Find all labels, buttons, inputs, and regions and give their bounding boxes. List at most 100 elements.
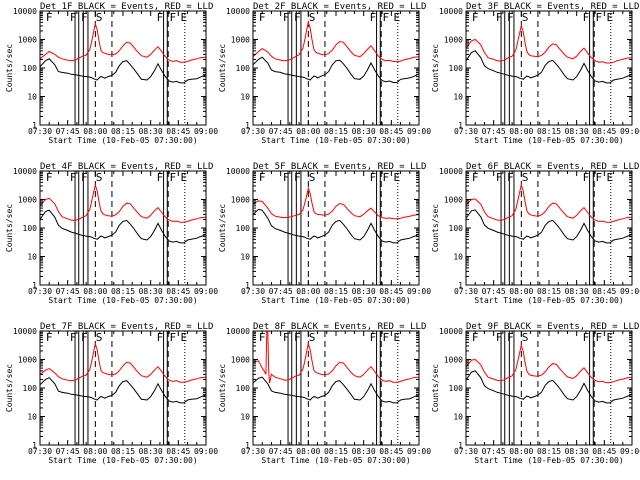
x-tick-label: 07:45 [269,287,293,296]
x-tick-label: 08:45 [592,447,616,456]
interval-label: F [472,331,479,344]
interval-label: E [181,171,188,184]
interval-label: F [169,11,176,24]
x-tick-label: 09:00 [194,447,218,456]
y-tick-label: 10 [453,413,463,422]
x-tick-label: 08:00 [296,287,320,296]
x-tick-label: 07:45 [482,287,506,296]
series-line-events [253,376,419,404]
interval-label: F [70,331,77,344]
interval-label: S [522,331,529,344]
y-tick-label: 100 [236,224,251,233]
x-tick-label: 08:00 [83,287,107,296]
interval-label: S [96,331,103,344]
interval-label: F [496,11,503,24]
y-tick-label: 1 [245,281,250,290]
y-tick-label: 1000 [18,356,37,365]
y-tick-label: 1000 [18,36,37,45]
interval-label: F [595,11,602,24]
interval-label: F [496,331,503,344]
x-tick-label: 08:00 [83,447,107,456]
chart-title: Det 4F BLACK = Events, RED = LLD [40,162,213,172]
series-line-events [40,58,206,84]
x-tick-label: 08:45 [166,287,190,296]
series-line-events [466,370,632,404]
y-tick-label: 1000 [231,36,250,45]
x-tick-label: 07:45 [482,127,506,136]
x-tick-label: 07:30 [28,287,52,296]
interval-label: S [96,171,103,184]
y-axis-label: Counts/sec [431,44,440,92]
x-tick-label: 08:00 [509,127,533,136]
y-axis-label: Counts/sec [218,44,227,92]
y-tick-label: 1000 [444,356,463,365]
y-tick-label: 10000 [439,7,463,16]
x-tick-label: 08:45 [592,287,616,296]
x-tick-label: 09:00 [407,287,431,296]
x-tick-label: 08:45 [166,127,190,136]
interval-label: F [595,171,602,184]
plot-frame [465,170,633,286]
x-axis-label: Start Time (10-Feb-05 07:30:00) [48,136,197,145]
y-tick-label: 100 [236,384,251,393]
series-line-lld [466,343,632,384]
interval-label: F [294,171,301,184]
y-tick-label: 10000 [13,327,37,336]
x-tick-label: 07:45 [56,447,80,456]
y-tick-label: 1000 [231,196,250,205]
plot-frame [465,330,633,446]
chart-title: Det 8F BLACK = Events, RED = LLD [253,322,426,332]
interval-label: F [507,331,514,344]
interval-label: E [181,11,188,24]
interval-label: F [70,11,77,24]
series-line-lld [40,22,206,63]
interval-label: F [583,171,590,184]
interval-label: F [259,331,266,344]
x-tick-label: 08:00 [509,287,533,296]
chart-title: Det 1F BLACK = Events, RED = LLD [40,2,213,12]
y-tick-label: 1000 [444,36,463,45]
series-line-events [40,209,206,244]
y-tick-label: 100 [449,384,464,393]
interval-label: S [522,11,529,24]
y-tick-label: 10000 [226,167,250,176]
interval-label: F [382,331,389,344]
chart-title: Det 9F BLACK = Events, RED = LLD [466,322,639,332]
y-tick-label: 1 [458,121,463,130]
x-tick-label: 08:15 [324,447,348,456]
y-axis-label: Counts/sec [5,204,14,252]
y-axis-label: Counts/sec [5,364,14,412]
y-tick-label: 1 [458,281,463,290]
x-tick-label: 07:30 [241,127,265,136]
x-tick-label: 09:00 [620,287,640,296]
x-tick-label: 08:15 [537,127,561,136]
y-tick-label: 10 [453,253,463,262]
x-axis-label: Start Time (10-Feb-05 07:30:00) [474,296,623,305]
interval-label: F [472,171,479,184]
interval-label: F [583,331,590,344]
x-tick-label: 09:00 [194,127,218,136]
plot-frame [39,10,207,126]
interval-label: F [294,331,301,344]
series-line-lld [466,24,632,64]
x-tick-label: 08:30 [139,127,163,136]
interval-label: F [157,331,164,344]
series-line-events [466,50,632,84]
x-tick-label: 08:45 [592,127,616,136]
chart-title: Det 6F BLACK = Events, RED = LLD [466,162,639,172]
x-tick-label: 07:30 [28,127,52,136]
y-tick-label: 10000 [439,167,463,176]
interval-label: S [309,11,316,24]
y-axis-label: Counts/sec [431,364,440,412]
series-line-lld [466,183,632,223]
x-axis-label: Start Time (10-Feb-05 07:30:00) [474,136,623,145]
interval-label: F [169,171,176,184]
y-tick-label: 1 [245,121,250,130]
interval-label: F [169,331,176,344]
